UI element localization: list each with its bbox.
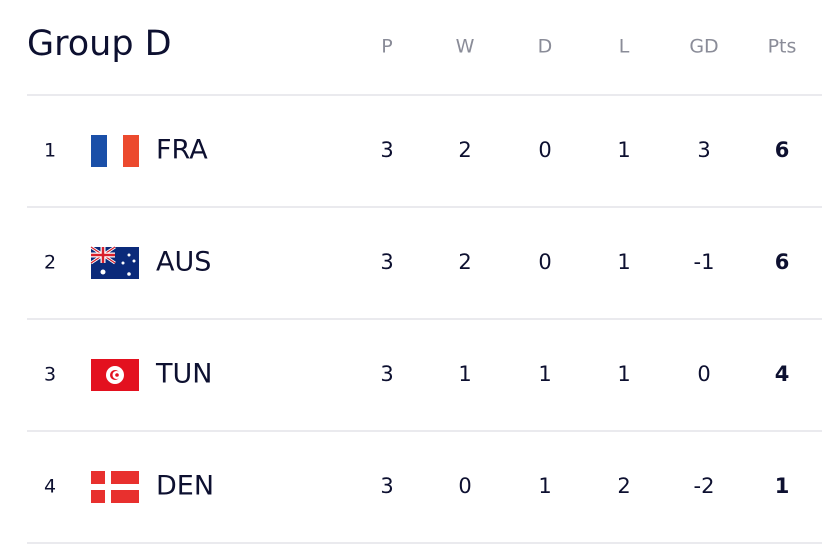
team-name: AUS (156, 247, 211, 278)
stat: 3 (697, 138, 710, 162)
stat: 1 (538, 362, 551, 386)
column-header: D (538, 36, 553, 58)
stat: 3 (380, 250, 393, 274)
points: 6 (775, 250, 790, 274)
rank: 2 (44, 252, 56, 274)
stat: -1 (694, 250, 715, 274)
flag-den (91, 471, 139, 503)
stat: 2 (458, 138, 471, 162)
team-name: FRA (156, 135, 208, 166)
stat: 0 (458, 474, 471, 498)
stat: 0 (538, 138, 551, 162)
stat: 0 (538, 250, 551, 274)
stat: 1 (458, 362, 471, 386)
points: 6 (775, 138, 790, 162)
team-name: TUN (155, 359, 212, 390)
points: 4 (775, 362, 790, 386)
flag-tun (91, 359, 139, 391)
stat: 1 (617, 362, 630, 386)
column-header: Pts (768, 36, 797, 58)
column-header: L (619, 36, 630, 58)
rank: 4 (44, 476, 56, 498)
team-name: DEN (156, 471, 214, 502)
rank: 3 (44, 364, 56, 386)
stat: 2 (458, 250, 471, 274)
stat: -2 (694, 474, 715, 498)
column-header: P (381, 36, 392, 58)
stat: 3 (380, 474, 393, 498)
column-header: GD (689, 36, 718, 58)
flag-aus (90, 245, 139, 279)
stat: 0 (697, 362, 710, 386)
group-title: Group D (27, 24, 172, 64)
points: 1 (775, 474, 790, 498)
stat: 1 (538, 474, 551, 498)
stat: 1 (617, 138, 630, 162)
column-header: W (456, 36, 475, 58)
flag-fra (91, 135, 139, 167)
rank: 1 (44, 140, 56, 162)
stat: 2 (617, 474, 630, 498)
stat: 3 (380, 362, 393, 386)
stat: 1 (617, 250, 630, 274)
stat: 3 (380, 138, 393, 162)
